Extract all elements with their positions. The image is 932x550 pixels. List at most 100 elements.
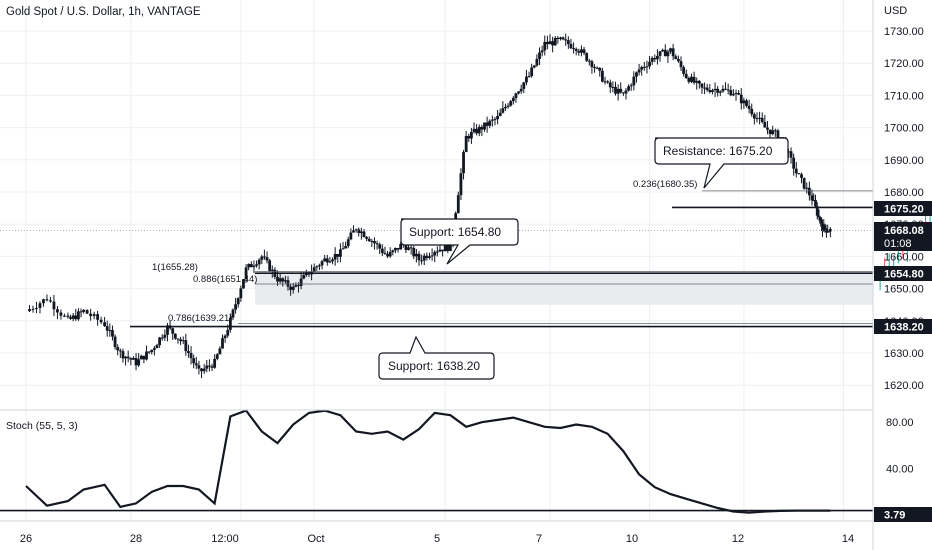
candle-body	[758, 117, 761, 119]
candle-body	[147, 351, 151, 353]
candle-body	[763, 122, 767, 128]
candle-body	[365, 237, 368, 239]
candle-body	[409, 247, 413, 249]
candle-body	[404, 243, 408, 250]
support-callout-2[interactable]: Support: 1638.20	[378, 335, 495, 380]
candle-body	[417, 253, 421, 261]
candle-body	[556, 37, 560, 39]
candle-body	[69, 317, 72, 319]
candle-body	[325, 258, 329, 263]
candle-body	[519, 88, 523, 92]
candle-body	[242, 279, 245, 289]
candle-body	[103, 322, 106, 327]
candle-body	[742, 100, 746, 104]
candle-body	[794, 168, 798, 174]
fib-0786-label: 0.786(1639.21)	[168, 313, 232, 324]
candle-body	[71, 315, 75, 319]
candle-body	[650, 57, 654, 62]
stoch-axis: 80.00 40.00	[886, 417, 914, 475]
candle-body	[663, 49, 667, 57]
candle-body	[244, 267, 248, 280]
candle-body	[716, 88, 720, 93]
candle-body	[438, 249, 442, 252]
candle-body	[642, 66, 646, 68]
price-tick: 1680.00	[884, 187, 924, 199]
fib-0236-label: 0.236(1680.35)	[633, 179, 697, 190]
support-callout-2-text: Support: 1638.20	[388, 359, 480, 373]
candle-body	[354, 229, 358, 231]
candle-body	[561, 37, 565, 40]
candle-body	[85, 309, 89, 314]
candle-body	[666, 51, 670, 57]
candle-body	[572, 48, 575, 50]
support-callout-1-text: Support: 1654.80	[409, 225, 501, 239]
candle-body	[184, 340, 188, 352]
candle-body	[805, 187, 809, 189]
level-text-1675: 1675.20	[884, 204, 924, 216]
candle-body	[160, 337, 164, 339]
candle-body	[587, 60, 591, 62]
candle-body	[595, 67, 599, 69]
candle-body	[703, 87, 706, 89]
candle-body	[341, 248, 345, 250]
candle-body	[708, 90, 712, 93]
candle-body	[700, 83, 704, 88]
resistance-callout-text: Resistance: 1675.20	[663, 144, 773, 158]
candle-body	[373, 240, 376, 244]
candle-body	[294, 285, 298, 287]
candle-body	[189, 353, 193, 359]
candle-body	[732, 94, 735, 96]
candle-body	[328, 261, 332, 263]
candle-body	[359, 231, 363, 233]
candle-body	[108, 330, 112, 332]
candle-body	[66, 315, 70, 318]
candle-body	[283, 280, 287, 282]
candle-body	[766, 127, 769, 130]
candle-body	[593, 67, 596, 69]
candle-body	[35, 307, 38, 309]
candle-body	[773, 130, 777, 132]
candle-body	[257, 259, 261, 265]
candle-body	[823, 224, 827, 229]
support-callout-1[interactable]: Support: 1654.80	[400, 218, 519, 265]
candle-body	[181, 340, 185, 342]
stoch-value-label: 3.79	[874, 507, 932, 522]
candle-body	[145, 351, 148, 360]
candle-body	[99, 319, 103, 323]
candle-body	[545, 41, 549, 45]
candle-body	[755, 118, 759, 120]
candle-body	[31, 308, 35, 310]
candle-body	[388, 252, 392, 257]
candle-body	[807, 187, 811, 196]
time-axis[interactable]: 26 28 12:00 Oct 5 7 10 12 14	[20, 533, 854, 545]
stoch-title[interactable]: Stoch (55, 5, 3)	[6, 420, 78, 432]
candle-body	[187, 351, 190, 354]
candle-body	[496, 116, 499, 120]
candle-body	[349, 232, 353, 240]
symbol-title[interactable]: Gold Spot / U.S. Dollar, 1h, VANTAGE	[6, 6, 201, 18]
candle-body	[825, 228, 828, 232]
candle-body	[247, 264, 251, 268]
candle-body	[603, 81, 607, 83]
candle-body	[139, 355, 143, 360]
candle-body	[331, 259, 334, 262]
candle-body	[705, 87, 709, 91]
price-tick: 1620.00	[884, 380, 924, 392]
candle-body	[490, 119, 494, 121]
grid	[0, 0, 873, 521]
candle-body	[477, 126, 481, 134]
candle-body	[585, 53, 589, 61]
candle-body	[488, 120, 492, 126]
candle-body	[682, 67, 686, 74]
candle-body	[289, 286, 293, 290]
candle-body	[574, 48, 578, 51]
candle-body	[252, 265, 256, 268]
price-tick: 1660.00	[884, 251, 924, 263]
candle-body	[155, 345, 159, 349]
candle-body	[669, 48, 672, 52]
resistance-callout[interactable]: Resistance: 1675.20	[654, 137, 789, 189]
candle-body	[648, 61, 651, 67]
candle-body	[336, 254, 340, 257]
candle-body	[817, 215, 821, 218]
